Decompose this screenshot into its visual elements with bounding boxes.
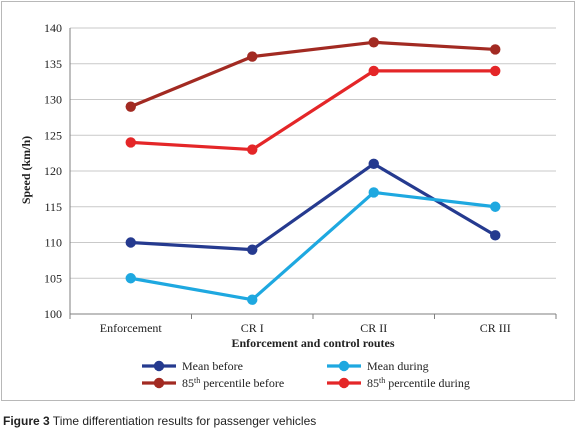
data-point-s2-0 — [125, 101, 136, 112]
y-tick-label: 105 — [44, 271, 62, 285]
data-point-s0-0 — [125, 237, 136, 248]
chart-frame — [1, 1, 575, 401]
data-point-s1-1 — [247, 294, 258, 305]
legend-swatch-marker — [338, 360, 350, 372]
y-tick-label: 125 — [44, 128, 62, 142]
legend-label-name: 85 — [182, 376, 194, 390]
data-point-s2-3 — [490, 44, 501, 55]
data-point-s2-2 — [368, 37, 379, 48]
data-point-s2-1 — [247, 51, 258, 62]
data-point-s0-3 — [490, 230, 501, 241]
data-point-s3-3 — [490, 65, 501, 77]
data-point-s0-1 — [247, 244, 258, 255]
data-point-s1-3 — [490, 201, 501, 212]
data-point-s0-2 — [368, 158, 379, 170]
legend-item-2: 85th percentile before — [142, 376, 284, 390]
legend-item-0: Mean before — [142, 359, 243, 373]
x-axis-label: Enforcement and control routes — [232, 336, 395, 350]
legend-label-name: Mean during — [367, 359, 429, 373]
caption-text: Time differentiation results for passeng… — [49, 414, 317, 428]
data-point-s3-2 — [368, 65, 379, 77]
x-tick-label: CR I — [241, 321, 264, 335]
figure-label: Figure 3 — [3, 414, 50, 428]
x-tick-label: CR II — [360, 321, 387, 335]
legend-item-1: Mean during — [327, 359, 429, 373]
y-tick-label: 130 — [44, 93, 62, 107]
line-chart: 100 105 110 115 120 125 130 135 140 Enforcement C… — [19, 21, 557, 390]
y-tick-label: 115 — [44, 200, 62, 214]
x-tick-label: Enforcement — [100, 321, 163, 335]
legend-item-3: 85th percentile during — [327, 376, 470, 390]
legend-swatch-marker — [153, 377, 165, 389]
data-point-s3-1 — [247, 144, 258, 155]
data-point-s1-0 — [125, 273, 136, 284]
legend-label: 85th percentile before — [182, 376, 284, 390]
data-point-s3-0 — [125, 137, 136, 148]
y-tick-label: 110 — [44, 236, 62, 250]
legend-label-suffix: percentile before — [200, 376, 284, 390]
x-tick-label: CR III — [480, 321, 511, 335]
legend-label-name: Mean before — [182, 359, 243, 373]
y-tick-label: 120 — [44, 164, 62, 178]
legend-swatch-marker — [338, 377, 350, 389]
y-tick-label: 135 — [44, 57, 62, 71]
y-tick-label: 100 — [44, 307, 62, 321]
series-line-2 — [130, 40, 496, 109]
data-point-s1-2 — [368, 187, 379, 198]
legend-label: Mean before — [182, 359, 243, 373]
legend-label: 85th percentile during — [367, 376, 470, 390]
legend-label: Mean during — [367, 359, 429, 373]
y-tick-label: 140 — [44, 21, 62, 35]
legend-label-sup: th — [194, 376, 200, 385]
y-axis-label: Speed (km/h) — [19, 136, 33, 204]
legend-label-suffix: percentile during — [385, 376, 470, 390]
legend-swatch-marker — [153, 360, 165, 372]
series-line-3 — [130, 69, 496, 152]
series-line-1 — [130, 190, 496, 302]
legend-label-name: 85 — [367, 376, 379, 390]
figure-caption: Figure 3 Time differentiation results fo… — [3, 414, 577, 428]
legend-label-sup: th — [379, 376, 385, 385]
